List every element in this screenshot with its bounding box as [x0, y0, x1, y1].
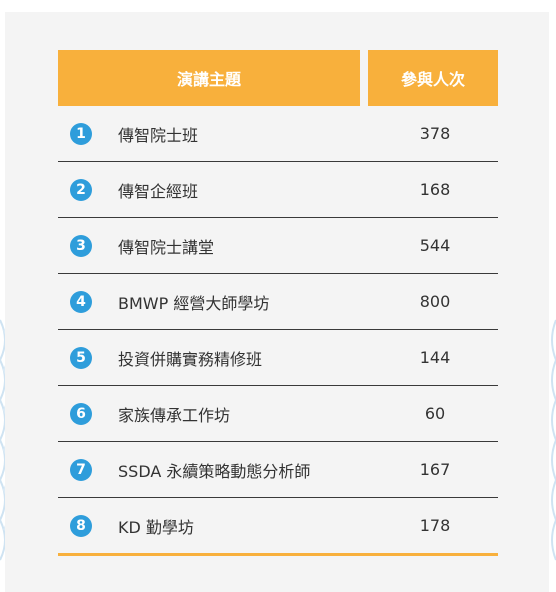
table-row: 2 傳智企經班 168	[58, 162, 498, 218]
row-number-badge: 4	[70, 290, 92, 313]
row-topic: 家族傳承工作坊	[118, 405, 231, 425]
row-count: 167	[419, 460, 451, 479]
row-topic: SSDA 永續策略動態分析師	[118, 461, 311, 481]
table-body: 1 傳智院士班 378 2 傳智企經班 168 3 傳智院士講堂 544 4 BMWP 經營大師學坊…	[58, 106, 498, 556]
row-number-badge: 3	[70, 234, 92, 257]
table-row: 3 傳智院士講堂 544	[58, 218, 498, 274]
table-row: 7 SSDA 永續策略動態分析師 167	[58, 442, 498, 498]
row-topic: 投資併購實務精修班	[118, 349, 263, 369]
table-header: 演講主題 參與人次	[58, 50, 498, 106]
row-count: 178	[419, 516, 451, 535]
table-row: 1 傳智院士班 378	[58, 106, 498, 162]
header-count: 參與人次	[368, 50, 498, 106]
row-count: 60	[424, 404, 446, 423]
wave-decoration-right	[551, 319, 556, 561]
row-number-badge: 1	[70, 122, 92, 145]
row-count: 378	[419, 124, 451, 143]
row-topic: 傳智院士講堂	[118, 237, 215, 257]
row-number-badge: 2	[70, 178, 92, 201]
lecture-participation-table: 演講主題 參與人次 1 傳智院士班 378 2 傳智企經班 168 3 傳智院士講堂 544 4 B…	[58, 50, 498, 556]
table-row: 8 KD 勤學坊 178	[58, 498, 498, 556]
row-number-badge: 8	[70, 514, 92, 537]
content-card	[5, 12, 549, 592]
row-count: 800	[419, 292, 451, 311]
table-row: 6 家族傳承工作坊 60	[58, 386, 498, 442]
row-number-badge: 5	[70, 346, 92, 369]
row-number-badge: 7	[70, 458, 92, 481]
header-topic: 演講主題	[58, 50, 360, 106]
row-count: 168	[419, 180, 451, 199]
row-topic: BMWP 經營大師學坊	[118, 293, 270, 313]
row-topic: KD 勤學坊	[118, 517, 194, 537]
row-topic: 傳智企經班	[118, 181, 199, 201]
table-row: 4 BMWP 經營大師學坊 800	[58, 274, 498, 330]
row-topic: 傳智院士班	[118, 125, 199, 145]
row-count: 144	[419, 348, 451, 367]
table-row: 5 投資併購實務精修班 144	[58, 330, 498, 386]
row-number-badge: 6	[70, 402, 92, 425]
row-count: 544	[419, 236, 451, 255]
